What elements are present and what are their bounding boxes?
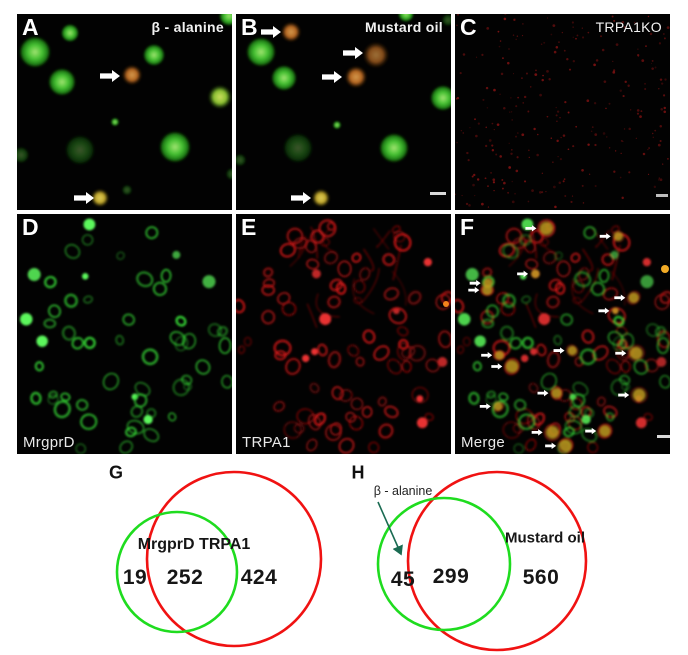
condition-label-beta-alanine: β - alanine — [151, 19, 224, 35]
venn-g-circles — [115, 470, 323, 648]
micrograph-mrgprd — [19, 218, 232, 454]
micrograph-trpa1ko — [455, 14, 670, 209]
stain-label-mrgprd: MrgprD — [23, 434, 75, 451]
panel-d: D MrgprD — [17, 214, 232, 454]
panel-letter-d: D — [22, 214, 39, 240]
panel-letter-b: B — [241, 14, 258, 40]
venn-h-count-left: 45 — [390, 568, 416, 591]
venn-g-letter: G — [108, 462, 124, 483]
venn-g-count-left: 19 — [122, 566, 148, 589]
venn-diagram-g: G MrgprD TRPA1 19 252 424 — [90, 460, 352, 655]
venn-g-left-label: MrgprD — [137, 536, 195, 553]
panel-b: B Mustard oil — [236, 14, 451, 210]
venn-h-red-circle — [406, 470, 588, 652]
venn-h-left-label: β - alanine — [373, 484, 433, 498]
condition-label-mustard-oil: Mustard oil — [365, 19, 443, 35]
venn-g-set-labels: MrgprD TRPA1 — [138, 536, 251, 554]
panel-a: A β - alanine — [17, 14, 232, 210]
venn-g-green-circle — [115, 510, 239, 634]
venn-h-count-right: 560 — [522, 566, 560, 589]
beta-alanine-pointer-line — [377, 501, 403, 556]
panel-e: E TRPA1 — [236, 214, 451, 454]
venn-diagram-h: H β - alanine Mustard oil 45 299 560 — [345, 460, 645, 655]
stain-label-merge: Merge — [461, 434, 506, 451]
micrograph-merge — [455, 218, 670, 454]
venn-h-circles — [376, 470, 588, 652]
stain-label-trpa1: TRPA1 — [242, 434, 291, 451]
micrograph-beta-alanine — [17, 14, 232, 207]
panel-letter-c: C — [460, 14, 477, 40]
panel-letter-a: A — [22, 14, 39, 40]
condition-label-trpa1ko: TRPA1KO — [595, 19, 662, 35]
panel-f: F Merge — [455, 214, 670, 454]
venn-g-count-overlap: 252 — [166, 566, 204, 589]
venn-g-red-circle — [145, 470, 323, 648]
venn-g-count-right: 424 — [240, 566, 278, 589]
venn-h-letter: H — [351, 462, 365, 483]
panel-letter-f: F — [460, 214, 475, 240]
venn-h-green-circle — [376, 496, 512, 632]
venn-h-right-label: Mustard oil — [504, 529, 586, 547]
micrograph-mustard-oil — [236, 14, 451, 207]
micrograph-trpa1 — [236, 219, 451, 454]
panel-c: C TRPA1KO — [455, 14, 670, 210]
venn-h-count-overlap: 299 — [432, 565, 470, 588]
venn-g-right-label: TRPA1 — [199, 536, 251, 553]
panel-letter-e: E — [241, 214, 257, 240]
